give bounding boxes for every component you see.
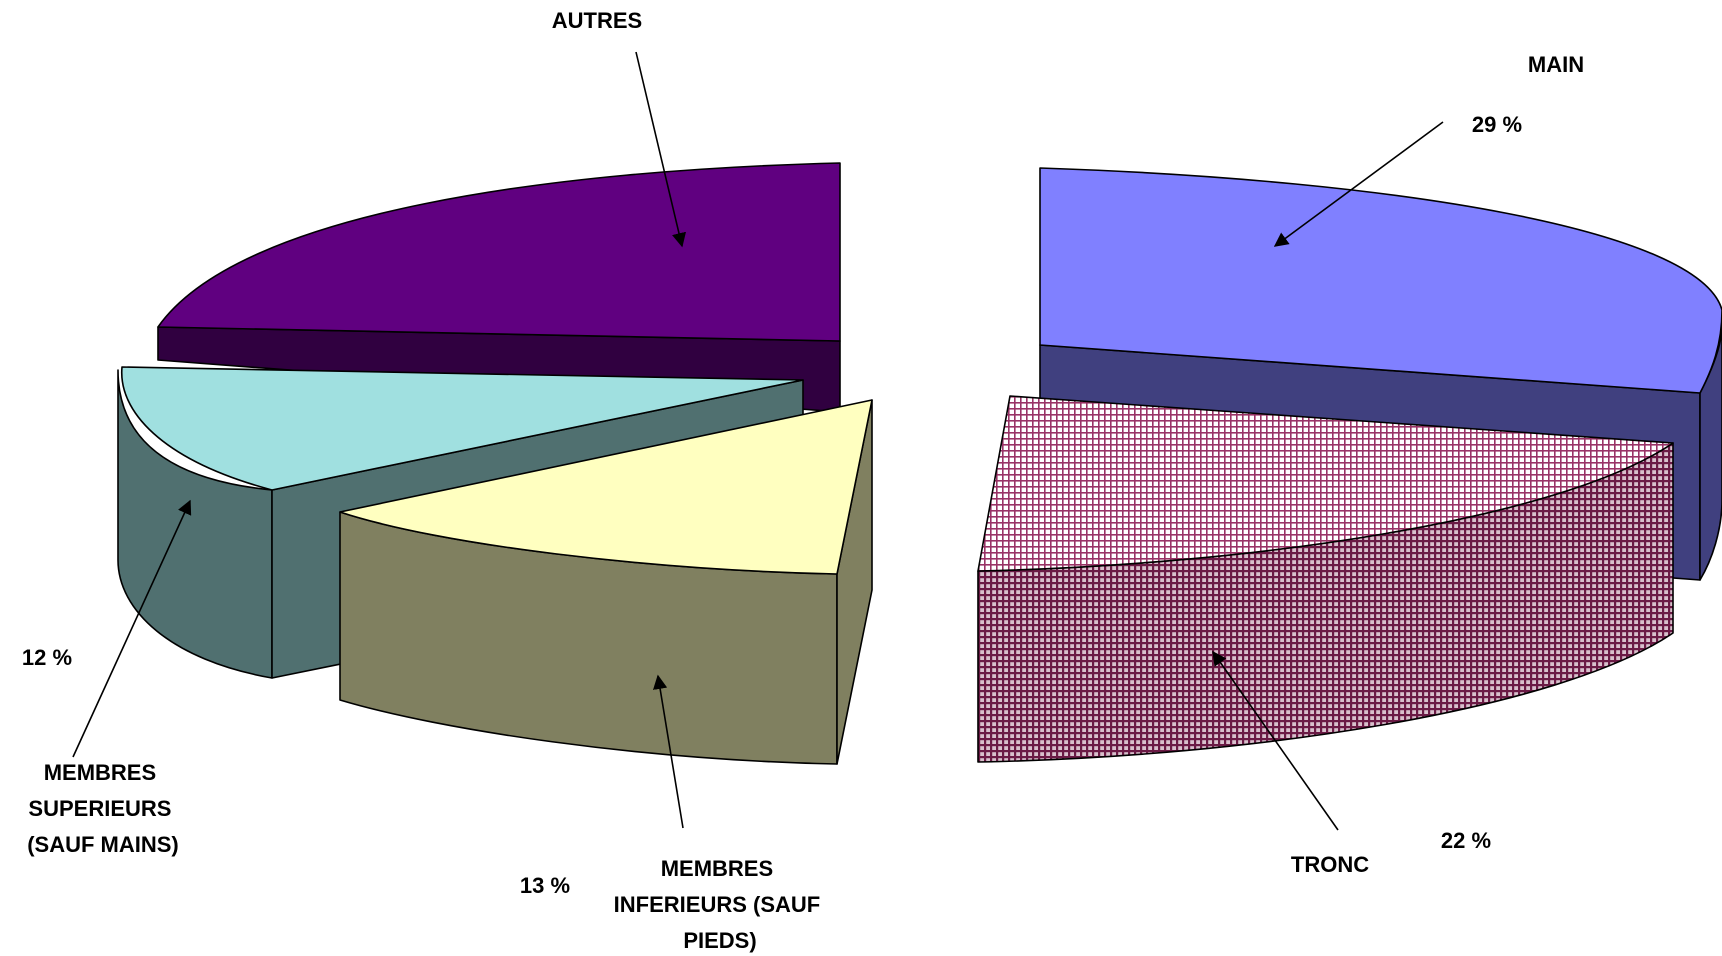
label-membres-inferieurs-line-3: PIEDS)	[683, 928, 756, 953]
value-membres-inferieurs: 13 %	[520, 873, 570, 898]
value-tronc: 22 %	[1441, 828, 1491, 853]
slice-autres-top	[157, 162, 841, 342]
slice-membres-superieurs-top	[121, 366, 804, 491]
label-membres-superieurs-line-3: (SAUF MAINS)	[27, 832, 179, 857]
leader-membres-superieurs	[72, 499, 192, 758]
slice-tronc	[977, 395, 1674, 763]
label-membres-inferieurs-line-2: INFERIEURS (SAUF	[614, 892, 821, 917]
leader-main	[1273, 121, 1444, 247]
slice-membres-inferieurs-top	[339, 399, 873, 575]
label-membres-superieurs-line-2: SUPERIEURS	[28, 796, 171, 821]
leader-autres	[635, 51, 687, 248]
slice-tronc-top	[977, 395, 1674, 572]
label-membres-superieurs-line-1: MEMBRES	[44, 760, 156, 785]
value-membres-superieurs: 12 %	[22, 645, 72, 670]
label-autres: AUTRES	[552, 8, 642, 33]
slice-main-top	[1039, 167, 1722, 394]
label-membres-inferieurs: MEMBRES INFERIEURS (SAUF PIEDS)	[614, 856, 827, 953]
label-tronc: TRONC	[1291, 852, 1369, 877]
label-membres-superieurs: MEMBRES SUPERIEURS (SAUF MAINS)	[27, 760, 179, 857]
leader-membres-inferieurs	[652, 674, 684, 829]
leader-tronc	[1212, 650, 1339, 831]
slice-membres-inferieurs	[339, 399, 873, 765]
label-membres-inferieurs-line-1: MEMBRES	[661, 856, 773, 881]
value-main: 29 %	[1472, 112, 1522, 137]
label-main: MAIN	[1528, 52, 1584, 77]
